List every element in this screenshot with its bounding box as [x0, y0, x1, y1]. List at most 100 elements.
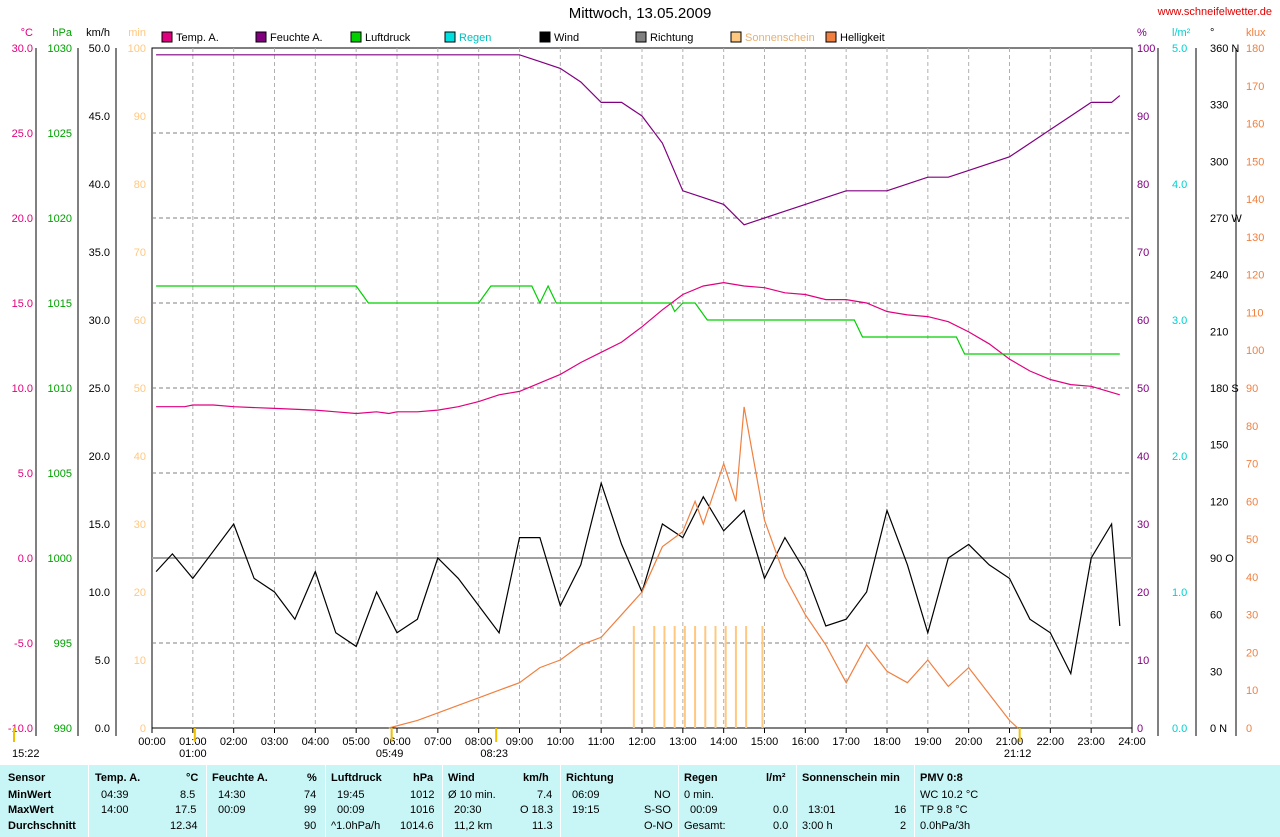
time-tick-label: 06:00	[383, 736, 411, 748]
rain-tick-label: 4.0	[1172, 179, 1187, 191]
pressure-tick-label: 990	[54, 723, 72, 735]
brightness-tick-label: 60	[1246, 496, 1258, 508]
brightness-tick-label: 120	[1246, 270, 1264, 282]
sun-max-value: 16	[894, 804, 907, 816]
temp-tick-label: 20.0	[12, 213, 33, 225]
wind-avg-value: 11.3	[532, 820, 553, 832]
temp-min-value: 8.5	[180, 789, 196, 801]
legend-swatch	[730, 31, 742, 43]
brightness-tick-label: 10	[1246, 685, 1258, 697]
time-tick-label: 22:00	[1037, 736, 1065, 748]
wind-tick-label: 50.0	[89, 43, 110, 55]
time-tick-label: 20:00	[955, 736, 983, 748]
time-tick-label: 17:00	[832, 736, 860, 748]
brightness-tick-label: 170	[1246, 81, 1264, 93]
series-line-luftdruck	[156, 284, 1120, 355]
series-line-temp-a-	[156, 281, 1120, 415]
direction-tick-label: 270 W	[1210, 213, 1242, 225]
legend-swatch	[444, 31, 456, 43]
brightness-tick-label: 0	[1246, 723, 1252, 735]
humidity-tick-label: 50	[1137, 383, 1149, 395]
sunmin-tick-label: 70	[134, 247, 146, 259]
direction-tick-label: 360 N	[1210, 43, 1239, 55]
legend-label: Luftdruck	[365, 32, 411, 44]
pressure-tick-label: 1015	[48, 298, 72, 310]
site-url[interactable]: www.schneifelwetter.de	[1157, 6, 1272, 18]
header-wind-unit: km/h	[523, 772, 549, 784]
header-temp: Temp. A.	[95, 772, 141, 784]
brightness-tick-label: 70	[1246, 459, 1258, 471]
rain-tick-label: 5.0	[1172, 43, 1187, 55]
rain-min-time: 0 min.	[684, 789, 714, 801]
dir-min-value: NO	[654, 789, 671, 801]
rain-tick-label: 3.0	[1172, 315, 1187, 327]
header-temp-unit: °C	[186, 772, 199, 784]
time-tick-label: 19:00	[914, 736, 942, 748]
rain-max-value: 0.0	[773, 804, 789, 816]
time-tick-label: 00:00	[138, 736, 166, 748]
hum-avg-value: 90	[304, 820, 317, 832]
header-dir: Richtung	[566, 772, 614, 784]
sun-avg-value: 2	[900, 820, 907, 832]
direction-tick-label: 180 S	[1210, 383, 1239, 395]
wind-unit-label: km/h	[86, 27, 110, 39]
pressure-tick-label: 995	[54, 638, 72, 650]
legend-label: Sonnenschein	[745, 32, 815, 44]
direction-tick-label: 330	[1210, 100, 1228, 112]
event-label: 01:00	[179, 748, 207, 760]
direction-tick-label: 240	[1210, 270, 1228, 282]
wind-max-value: O 18.3	[520, 804, 554, 816]
brightness-tick-label: 100	[1246, 345, 1264, 357]
legend-label: Temp. A.	[176, 32, 219, 44]
humidity-tick-label: 90	[1137, 111, 1149, 123]
direction-tick-label: 210	[1210, 326, 1228, 338]
sunmin-tick-label: 40	[134, 451, 146, 463]
temp-tick-label: 10.0	[12, 383, 33, 395]
header-rain: Regen	[684, 772, 718, 784]
pressure-tick-label: 1020	[48, 213, 72, 225]
sunmin-tick-label: 80	[134, 179, 146, 191]
direction-tick-label: 150	[1210, 440, 1228, 452]
humidity-tick-label: 20	[1137, 587, 1149, 599]
humidity-tick-label: 10	[1137, 655, 1149, 667]
sunmin-tick-label: 100	[128, 43, 146, 55]
rain-tick-label: 0.0	[1172, 723, 1187, 735]
pressure-tick-label: 1005	[48, 468, 72, 480]
time-tick-label: 18:00	[873, 736, 901, 748]
direction-unit-label: °	[1210, 27, 1214, 39]
wind-distance: 11,2 km	[454, 820, 493, 832]
pressure-tick-label: 1025	[48, 128, 72, 140]
direction-tick-label: 90 O	[1210, 553, 1234, 565]
direction-tick-label: 30	[1210, 666, 1222, 678]
brightness-tick-label: 160	[1246, 119, 1264, 131]
event-label: 15:22	[12, 748, 40, 760]
time-tick-label: 15:00	[751, 736, 779, 748]
sun-total-time: 3:00 h	[802, 820, 833, 832]
row-label: MinWert	[8, 789, 52, 801]
direction-tick-label: 0 N	[1210, 723, 1227, 735]
dir-max-time: 19:15	[572, 804, 600, 816]
header-sun: Sonnenschein min	[802, 772, 900, 784]
time-tick-label: 07:00	[424, 736, 452, 748]
humidity-tick-label: 0	[1137, 723, 1143, 735]
brightness-tick-label: 90	[1246, 383, 1258, 395]
event-label: 05:49	[376, 748, 404, 760]
time-tick-label: 03:00	[261, 736, 289, 748]
rain-tick-label: 2.0	[1172, 451, 1187, 463]
pmv-row0: WC 10.2 °C	[920, 789, 979, 801]
wind-min-value: 7.4	[537, 789, 553, 801]
time-tick-label: 01:00	[179, 736, 207, 748]
humidity-tick-label: 60	[1137, 315, 1149, 327]
temp-unit-label: °C	[21, 27, 33, 39]
rain-total-value: 0.0	[773, 820, 789, 832]
legend-label: Richtung	[650, 32, 693, 44]
press-max-time: 00:09	[337, 804, 365, 816]
rain-tick-label: 1.0	[1172, 587, 1187, 599]
time-tick-label: 21:00	[996, 736, 1024, 748]
press-avg-value: 1014.6	[400, 820, 434, 832]
legend-swatch	[255, 31, 267, 43]
sunmin-tick-label: 90	[134, 111, 146, 123]
sunmin-tick-label: 0	[140, 723, 146, 735]
press-min-time: 19:45	[337, 789, 365, 801]
press-trend: ^1.0hPa/h	[331, 820, 381, 832]
